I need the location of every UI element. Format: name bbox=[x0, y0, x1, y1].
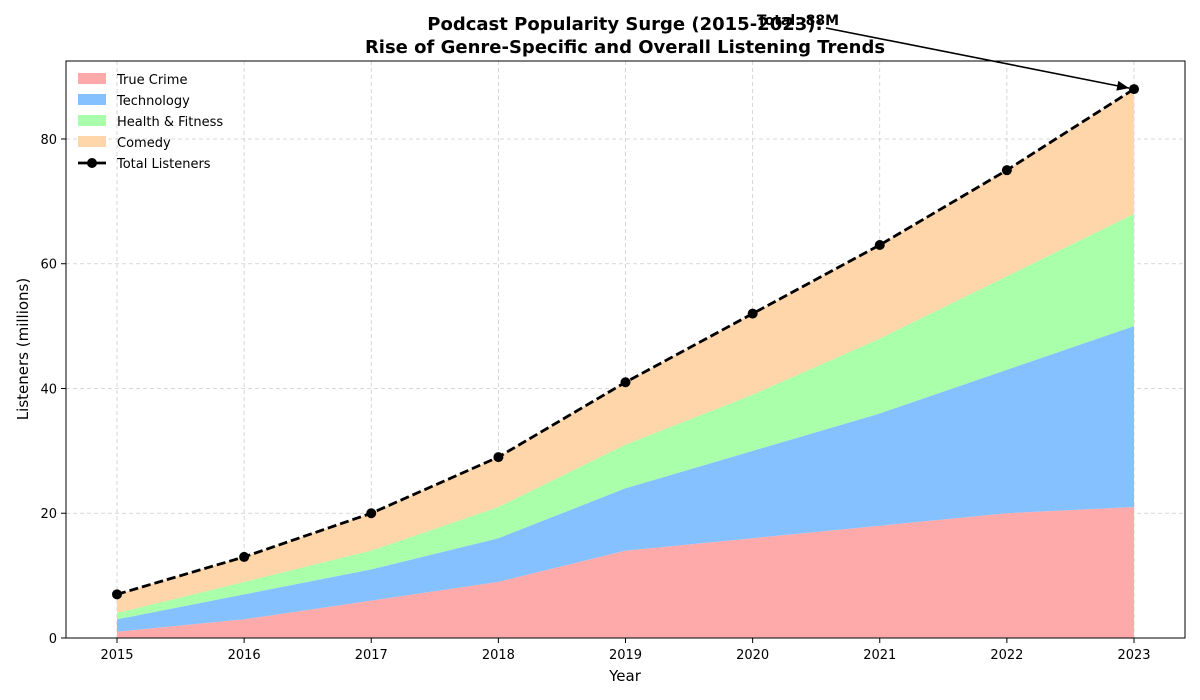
total-point bbox=[747, 308, 758, 319]
stacked-areas bbox=[117, 89, 1134, 638]
area-true-crime bbox=[117, 507, 1134, 638]
x-tick-label: 2016 bbox=[228, 648, 261, 663]
annotation: Total: 88M bbox=[757, 13, 1130, 91]
y-axis: 0 20 40 60 80 bbox=[40, 133, 66, 647]
legend: True Crime Technology Health & Fitness Come… bbox=[78, 73, 223, 172]
y-tick-label: 0 bbox=[49, 632, 57, 647]
x-tick-label: 2023 bbox=[1117, 648, 1150, 663]
annotation-text: Total: 88M bbox=[757, 13, 839, 29]
legend-swatch bbox=[78, 94, 106, 105]
x-tick-label: 2017 bbox=[355, 648, 388, 663]
legend-label: True Crime bbox=[116, 73, 187, 88]
legend-swatch bbox=[78, 115, 106, 126]
annotation-arrowhead bbox=[1116, 80, 1130, 91]
legend-swatch bbox=[78, 136, 106, 147]
x-tick-label: 2018 bbox=[482, 648, 515, 663]
y-tick-label: 80 bbox=[40, 133, 57, 148]
y-tick-label: 40 bbox=[40, 382, 57, 397]
legend-label: Health & Fitness bbox=[117, 115, 223, 130]
chart-title-line2: Rise of Genre-Specific and Overall Liste… bbox=[365, 37, 885, 58]
x-tick-label: 2019 bbox=[609, 648, 642, 663]
total-line-group bbox=[112, 84, 1139, 600]
total-point bbox=[874, 240, 885, 251]
total-point bbox=[1129, 84, 1139, 95]
x-tick-label: 2021 bbox=[863, 648, 896, 663]
legend-label: Total Listeners bbox=[116, 157, 211, 172]
x-tick-label: 2022 bbox=[990, 648, 1023, 663]
x-tick-label: 2015 bbox=[100, 648, 133, 663]
legend-swatch bbox=[78, 73, 106, 84]
legend-marker bbox=[87, 158, 97, 168]
total-point bbox=[366, 508, 377, 519]
total-point bbox=[112, 589, 122, 600]
total-point bbox=[239, 551, 250, 562]
total-point bbox=[620, 377, 631, 388]
legend-label: Technology bbox=[116, 94, 190, 109]
annotation-arrow-line bbox=[825, 27, 1130, 89]
x-axis-label: Year bbox=[608, 667, 642, 685]
y-tick-label: 20 bbox=[40, 507, 57, 522]
x-tick-label: 2020 bbox=[736, 648, 769, 663]
y-axis-label: Listeners (millions) bbox=[14, 278, 32, 420]
y-tick-label: 60 bbox=[40, 258, 57, 273]
x-axis: 2015 2016 2017 2018 2019 2020 2021 2022 2023 bbox=[100, 638, 1151, 663]
total-point bbox=[493, 452, 504, 463]
chart-title-line1: Podcast Popularity Surge (2015-2023): bbox=[427, 14, 822, 35]
legend-label: Comedy bbox=[117, 136, 171, 151]
area-technology bbox=[117, 326, 1134, 632]
total-point bbox=[1001, 165, 1012, 176]
